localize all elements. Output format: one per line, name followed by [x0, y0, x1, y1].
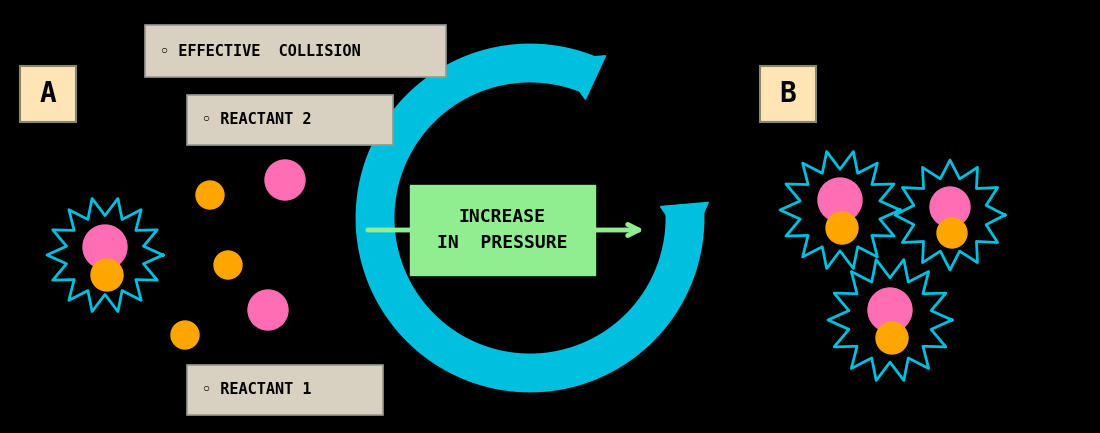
Circle shape: [170, 321, 199, 349]
Circle shape: [196, 181, 224, 209]
Circle shape: [876, 322, 907, 354]
Text: B: B: [780, 80, 796, 108]
Circle shape: [818, 178, 862, 222]
Circle shape: [214, 251, 242, 279]
Circle shape: [82, 225, 126, 269]
Polygon shape: [660, 202, 708, 246]
Polygon shape: [47, 198, 163, 312]
Circle shape: [937, 218, 967, 248]
Circle shape: [826, 212, 858, 244]
Polygon shape: [828, 259, 952, 381]
Polygon shape: [558, 56, 606, 99]
FancyBboxPatch shape: [187, 365, 383, 415]
Polygon shape: [895, 160, 1005, 270]
FancyBboxPatch shape: [187, 95, 393, 145]
Text: INCREASE
IN  PRESSURE: INCREASE IN PRESSURE: [438, 209, 568, 252]
Polygon shape: [780, 152, 900, 268]
FancyBboxPatch shape: [20, 66, 76, 122]
Circle shape: [265, 160, 305, 200]
Text: ◦ EFFECTIVE  COLLISION: ◦ EFFECTIVE COLLISION: [160, 43, 361, 58]
FancyBboxPatch shape: [145, 25, 446, 77]
Text: A: A: [40, 80, 56, 108]
Text: ◦ REACTANT 1: ◦ REACTANT 1: [202, 382, 311, 397]
Circle shape: [868, 288, 912, 332]
Circle shape: [930, 187, 970, 227]
FancyBboxPatch shape: [760, 66, 816, 122]
Circle shape: [91, 259, 123, 291]
Circle shape: [248, 290, 288, 330]
FancyBboxPatch shape: [410, 185, 595, 275]
Text: ◦ REACTANT 2: ◦ REACTANT 2: [202, 113, 311, 127]
